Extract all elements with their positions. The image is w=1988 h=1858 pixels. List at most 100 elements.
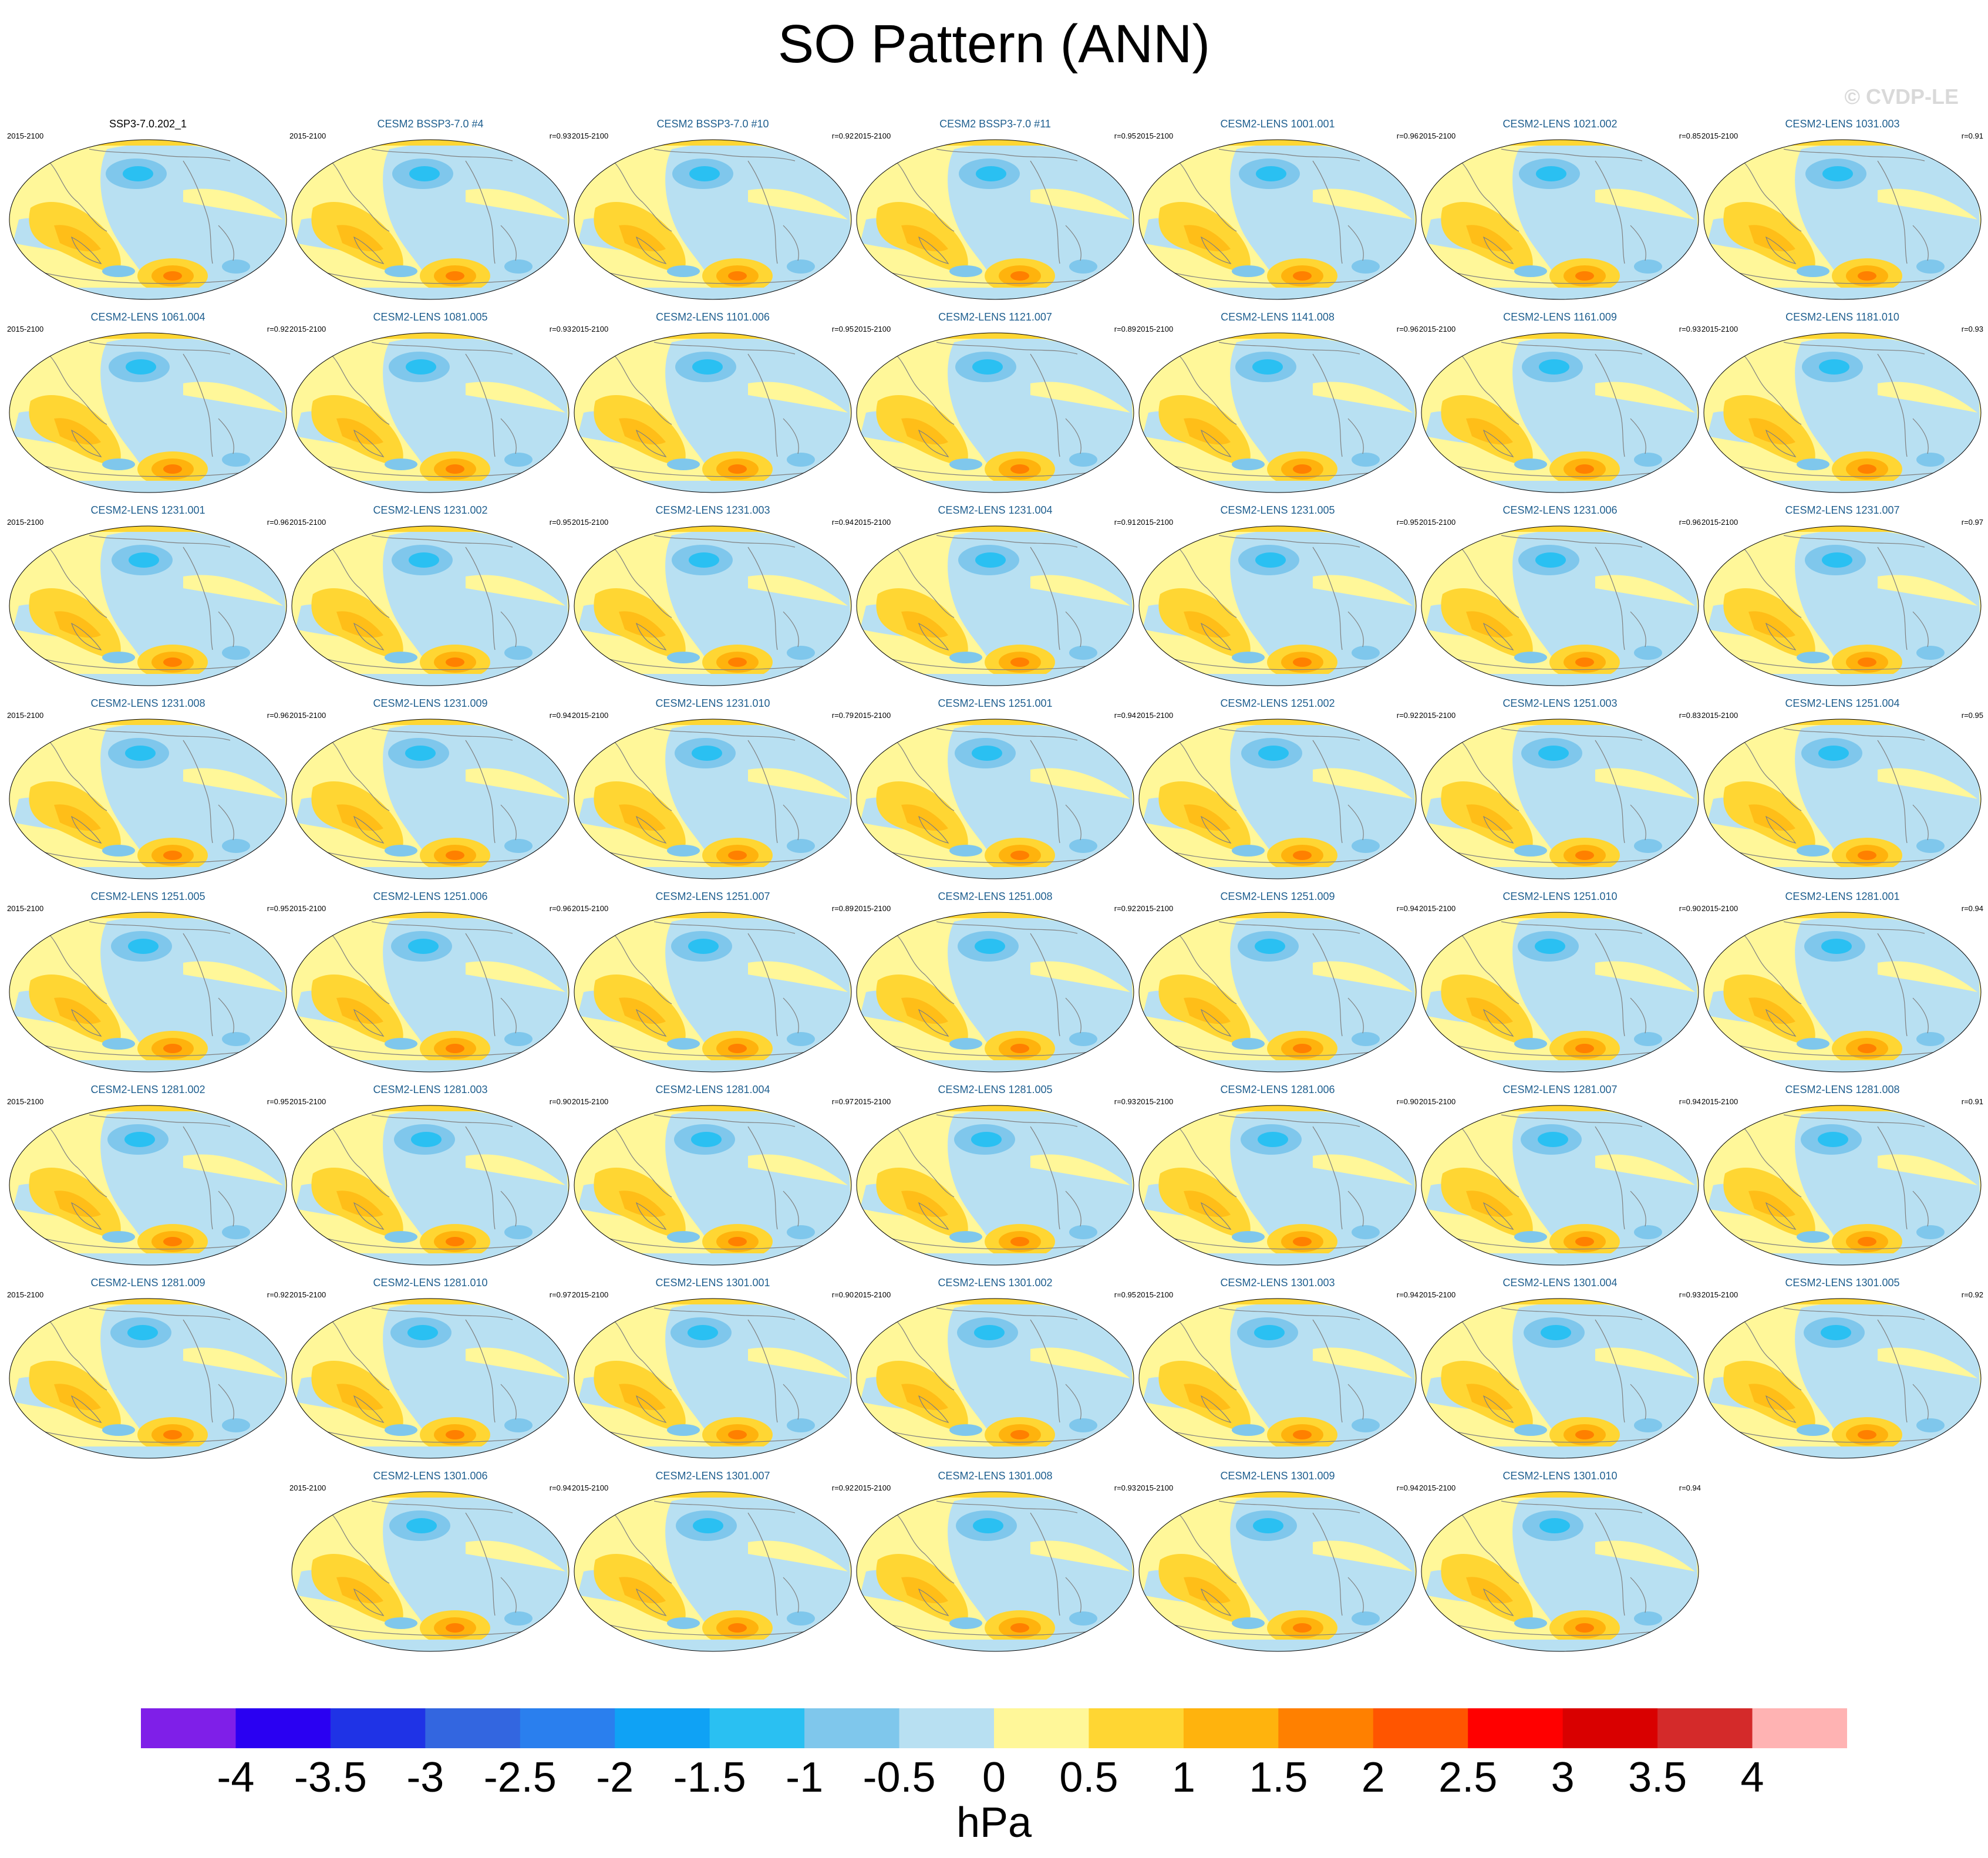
panel-title: CESM2-LENS 1301.001 — [655, 1277, 770, 1289]
map-panel: CESM2-LENS 1231.007 2015-2100 r=0.97 — [1701, 504, 1983, 692]
global-map — [1421, 1105, 1699, 1266]
panel-correlation: r=0.94 — [1679, 1097, 1701, 1106]
panel-title: CESM2-LENS 1061.004 — [90, 311, 205, 323]
panel-period: 2015-2100 — [289, 131, 326, 140]
colorbar-swatch — [520, 1708, 615, 1748]
panel-period: 2015-2100 — [289, 325, 326, 333]
panel-title: CESM2-LENS 1301.009 — [1220, 1470, 1335, 1482]
colorbar-swatch — [1562, 1708, 1658, 1748]
panel-period: 2015-2100 — [854, 325, 891, 333]
global-map — [574, 912, 852, 1073]
map-panel: CESM2-LENS 1031.003 2015-2100 r=0.91 — [1701, 117, 1983, 305]
map-panel: CESM2-LENS 1301.006 2015-2100 r=0.94 — [289, 1469, 571, 1657]
panel-title: CESM2 BSSP3-7.0 #10 — [656, 118, 769, 130]
panel-title: CESM2-LENS 1181.010 — [1785, 311, 1899, 323]
panel-title: CESM2-LENS 1231.007 — [1785, 504, 1900, 516]
global-map — [291, 332, 570, 493]
map-panel: CESM2-LENS 1231.001 2015-2100 r=0.96 — [7, 504, 289, 692]
global-map — [1703, 912, 1982, 1073]
map-panel: CESM2-LENS 1231.003 2015-2100 r=0.94 — [572, 504, 854, 692]
panel-correlation: r=0.79 — [831, 711, 854, 720]
panel-period: 2015-2100 — [1137, 711, 1174, 720]
map-panel: CESM2-LENS 1231.005 2015-2100 r=0.95 — [1137, 504, 1418, 692]
panel-title: CESM2-LENS 1231.002 — [373, 504, 488, 516]
panel-title: CESM2-LENS 1121.007 — [938, 311, 1052, 323]
map-panel: CESM2-LENS 1161.009 2015-2100 r=0.93 — [1419, 311, 1701, 498]
panel-correlation: r=0.92 — [1396, 711, 1418, 720]
panel-correlation: r=0.95 — [1961, 711, 1983, 720]
panel-period: 2015-2100 — [1701, 1290, 1738, 1299]
panel-correlation: r=0.94 — [1396, 1483, 1418, 1492]
panel-title: CESM2-LENS 1301.008 — [938, 1470, 1053, 1482]
map-panel: CESM2-LENS 1251.002 2015-2100 r=0.92 — [1137, 697, 1418, 885]
colorbar-swatch — [1089, 1708, 1184, 1748]
panel-title: CESM2-LENS 1231.004 — [938, 504, 1053, 516]
panel-period: 2015-2100 — [289, 711, 326, 720]
panel-title: CESM2-LENS 1251.004 — [1785, 697, 1900, 709]
panel-period: 2015-2100 — [572, 1097, 609, 1106]
global-map — [856, 1105, 1134, 1266]
panel-title: CESM2-LENS 1301.005 — [1785, 1277, 1900, 1289]
panel-title: CESM2-LENS 1251.001 — [938, 697, 1053, 709]
panel-period: 2015-2100 — [1137, 1097, 1174, 1106]
global-map — [1138, 332, 1417, 493]
panel-correlation: r=0.89 — [1114, 325, 1136, 333]
panel-period: 2015-2100 — [1137, 904, 1174, 913]
panel-correlation: r=0.93 — [1679, 325, 1701, 333]
colorbar-tick-label: -1.5 — [673, 1754, 746, 1801]
map-panel: CESM2-LENS 1231.008 2015-2100 r=0.96 — [7, 697, 289, 885]
global-map — [291, 139, 570, 300]
panel-title: SSP3-7.0.202_1 — [109, 118, 187, 130]
panel-period: 2015-2100 — [1137, 1483, 1174, 1492]
panel-period: 2015-2100 — [854, 131, 891, 140]
panel-title: CESM2-LENS 1101.006 — [656, 311, 770, 323]
map-panel: CESM2-LENS 1301.003 2015-2100 r=0.94 — [1137, 1276, 1418, 1464]
panel-period: 2015-2100 — [1137, 1290, 1174, 1299]
map-panel: CESM2-LENS 1251.005 2015-2100 r=0.95 — [7, 890, 289, 1078]
map-panel: CESM2-LENS 1281.005 2015-2100 r=0.93 — [854, 1083, 1136, 1271]
panel-title: CESM2-LENS 1251.006 — [373, 891, 488, 902]
colorbar-swatch — [141, 1708, 236, 1748]
colorbar-tick-label: -0.5 — [862, 1754, 936, 1801]
panel-period: 2015-2100 — [1419, 711, 1456, 720]
global-map — [1138, 719, 1417, 879]
map-panel: CESM2-LENS 1301.004 2015-2100 r=0.93 — [1419, 1276, 1701, 1464]
panel-period: 2015-2100 — [572, 325, 609, 333]
global-map — [574, 139, 852, 300]
global-map — [856, 139, 1134, 300]
global-map — [574, 719, 852, 879]
colorbar-swatch — [1183, 1708, 1279, 1748]
panel-correlation: r=0.94 — [549, 711, 571, 720]
panel-period: 2015-2100 — [854, 1097, 891, 1106]
panel-period: 2015-2100 — [854, 904, 891, 913]
panel-correlation: r=0.91 — [1961, 1097, 1983, 1106]
map-panel: CESM2-LENS 1061.004 2015-2100 r=0.92 — [7, 311, 289, 498]
colorbar-tick-label: -1 — [786, 1754, 824, 1801]
global-map — [574, 525, 852, 686]
global-map — [1421, 332, 1699, 493]
map-panel: CESM2-LENS 1301.001 2015-2100 r=0.90 — [572, 1276, 854, 1464]
panel-title: CESM2-LENS 1021.002 — [1502, 118, 1618, 130]
panel-correlation: r=0.96 — [1396, 131, 1418, 140]
global-map — [574, 332, 852, 493]
global-map — [1138, 139, 1417, 300]
panel-period: 2015-2100 — [7, 1097, 44, 1106]
panel-period: 2015-2100 — [1701, 518, 1738, 527]
panel-correlation: r=0.94 — [831, 518, 854, 527]
colorbar-swatch — [1373, 1708, 1468, 1748]
panel-title: CESM2-LENS 1231.003 — [655, 504, 770, 516]
colorbar-tick-label: -4 — [217, 1754, 255, 1801]
panel-title: CESM2-LENS 1251.009 — [1220, 891, 1335, 902]
panel-period: 2015-2100 — [1701, 904, 1738, 913]
panel-correlation: r=0.93 — [1114, 1097, 1136, 1106]
panel-period: 2015-2100 — [572, 1290, 609, 1299]
global-map — [1703, 719, 1982, 879]
panel-period: 2015-2100 — [1419, 325, 1456, 333]
panel-period: 2015-2100 — [572, 131, 609, 140]
panel-correlation: r=0.94 — [1396, 904, 1418, 913]
panel-correlation: r=0.96 — [267, 518, 289, 527]
panel-correlation: r=0.94 — [1114, 711, 1136, 720]
panel-correlation: r=0.97 — [831, 1097, 854, 1106]
panel-period: 2015-2100 — [854, 1483, 891, 1492]
global-map — [856, 912, 1134, 1073]
